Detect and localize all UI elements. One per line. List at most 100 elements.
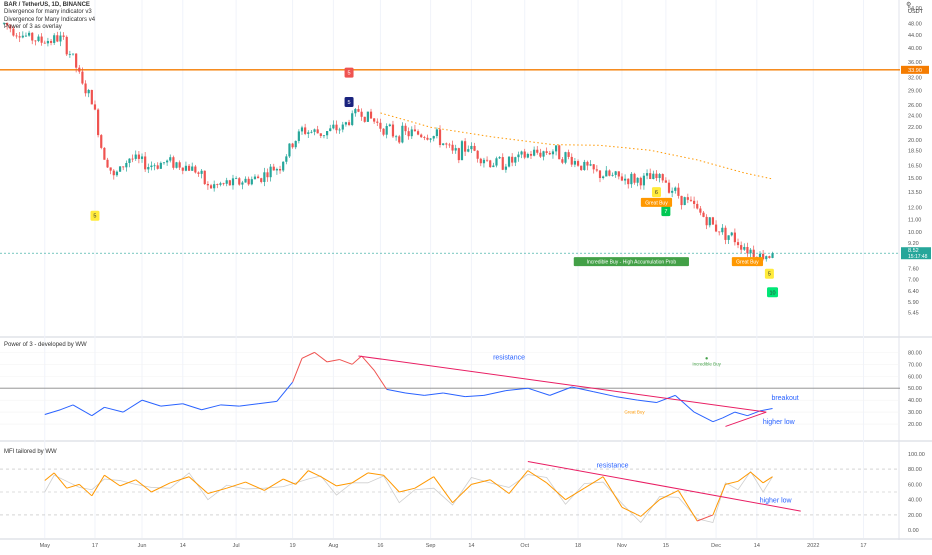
candle-body <box>564 152 567 163</box>
candle-body <box>288 143 291 157</box>
candle-body <box>310 131 313 133</box>
candle-body <box>771 253 774 258</box>
power-of-3-line <box>314 351 328 363</box>
candle-body <box>674 187 677 191</box>
mfi-line <box>320 476 337 487</box>
candle-body <box>520 151 523 155</box>
candle-body <box>285 156 288 162</box>
power-of-3-line <box>201 404 221 411</box>
candle-body <box>623 178 627 181</box>
candle-body <box>733 232 736 243</box>
power-of-3-line <box>759 408 773 412</box>
candle-body <box>65 36 68 55</box>
y-tick-label: 10.00 <box>908 230 922 236</box>
candle-body <box>253 176 257 180</box>
candle-body <box>589 164 592 166</box>
power-of-3-line <box>122 399 143 413</box>
power-of-3-line <box>593 391 616 398</box>
candle-body <box>366 111 369 122</box>
candle-body <box>2 22 6 24</box>
candle-body <box>181 167 184 171</box>
candle-body <box>454 148 457 151</box>
symbol-title[interactable]: BAR / TetherUS, 1D, BINANCE <box>4 2 90 8</box>
candle-body <box>545 151 548 153</box>
indicator-label[interactable]: Power of 3 as overlay <box>4 24 62 31</box>
candle-body <box>166 160 169 163</box>
candle-body <box>75 53 78 68</box>
x-tick-label: 16 <box>377 543 383 549</box>
y-tick-label: 5.90 <box>908 300 919 306</box>
power-of-3-line <box>72 404 93 417</box>
candle-body <box>21 35 24 38</box>
candle-body <box>504 166 507 170</box>
candle-body <box>53 35 56 43</box>
power-of-3-line <box>443 392 466 398</box>
candle-body <box>376 121 379 123</box>
candle-body <box>194 166 197 173</box>
candle-body <box>37 36 40 41</box>
candle-body <box>81 71 84 84</box>
candle-body <box>360 111 363 117</box>
candle-body <box>649 173 652 180</box>
last-price-tag <box>901 247 931 260</box>
candle-body <box>580 165 583 170</box>
x-tick-label: Nov <box>617 543 627 549</box>
candle-body <box>448 144 451 146</box>
mfi-line <box>527 470 547 484</box>
candle-body <box>297 131 300 141</box>
y-tick-label: 70.00 <box>908 362 922 368</box>
candle-body <box>109 167 112 171</box>
signal-marker-label: 6 <box>655 190 658 196</box>
indicator-label[interactable]: Divergence for Many Indicators v4 <box>4 16 96 23</box>
signal-marker-label: 5 <box>348 100 351 106</box>
y-tick-label: 26.00 <box>908 103 922 109</box>
candle-body <box>523 151 526 158</box>
candle-body <box>746 246 749 254</box>
candle-body <box>699 208 702 213</box>
candle-body <box>316 129 319 134</box>
candle-body <box>401 125 404 143</box>
mfi-line <box>508 470 529 494</box>
candle-body <box>533 149 536 156</box>
mfi-line <box>750 471 764 484</box>
y-tick-label: 20.00 <box>908 422 922 428</box>
power-of-3-line <box>239 403 259 407</box>
power-of-3-line <box>60 404 74 411</box>
y-tick-label: 7.60 <box>908 266 919 272</box>
power-of-3-line <box>351 355 362 365</box>
signal-marker-label: 5 <box>768 272 771 278</box>
candle-body <box>351 113 354 125</box>
mfi-line <box>282 478 296 485</box>
candle-body <box>391 124 395 137</box>
mfi-line <box>762 476 773 484</box>
candle-body <box>683 197 686 206</box>
candle-body <box>467 149 470 152</box>
y-tick-label: 15.00 <box>908 176 922 182</box>
candle-body <box>325 131 329 136</box>
candle-body <box>62 35 65 37</box>
y-tick-label: 5.45 <box>908 311 919 317</box>
annotation-label: resistance <box>597 463 629 470</box>
x-tick-label: Oct <box>520 543 529 549</box>
candle-body <box>511 156 514 163</box>
mfi-line <box>264 478 284 491</box>
mfi-title[interactable]: MFI tailored by WW <box>4 449 57 455</box>
mfi-line <box>53 472 68 489</box>
candle-body <box>238 178 241 185</box>
power-of-3-line <box>712 417 723 423</box>
candle-body <box>768 256 771 258</box>
candle-body <box>398 136 401 143</box>
power-of-3-line <box>91 406 105 417</box>
x-tick-label: Sep <box>426 543 436 549</box>
candle-body <box>225 180 228 184</box>
x-tick-label: 2022 <box>807 543 819 549</box>
candle-body <box>614 171 617 175</box>
candle-body <box>536 149 539 153</box>
indicator-label[interactable]: Divergence for many indicator v3 <box>4 9 92 16</box>
power-of-3-title[interactable]: Power of 3 - developed by WW <box>4 342 87 348</box>
y-tick-label: 6.40 <box>908 289 919 295</box>
x-tick-label: 15 <box>663 543 669 549</box>
mfi-line <box>104 474 121 487</box>
y-tick-label: 40.00 <box>908 46 922 52</box>
